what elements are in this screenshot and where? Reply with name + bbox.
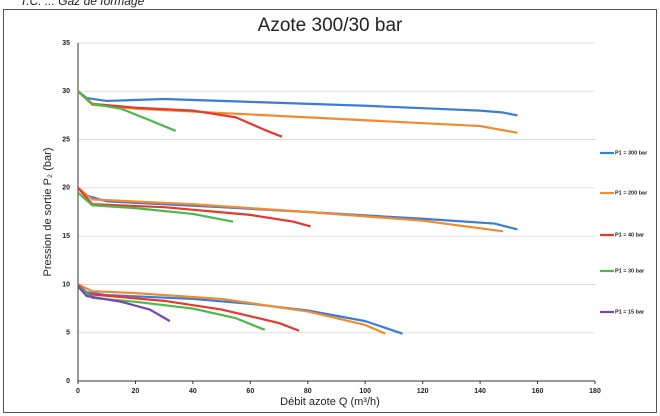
x-tick-label: 20 bbox=[132, 388, 140, 395]
y-tick-label: 5 bbox=[66, 330, 70, 337]
y-axis-label: Pression de sortie P₂ (bar) bbox=[42, 148, 54, 277]
x-tick-label: 120 bbox=[417, 388, 429, 395]
chart-frame bbox=[3, 9, 657, 413]
legend-label: P1 = 200 bar bbox=[615, 190, 648, 196]
y-tick-label: 0 bbox=[66, 378, 70, 385]
legend-label: P1 = 40 bar bbox=[615, 232, 645, 238]
x-tick-label: 140 bbox=[474, 388, 486, 395]
series-line bbox=[77, 285, 171, 323]
x-tick-label: 40 bbox=[189, 388, 197, 395]
legend-label: P1 = 300 bar bbox=[615, 150, 648, 156]
x-tick-label: 0 bbox=[76, 388, 80, 395]
chart-title: Azote 300/30 bar bbox=[258, 15, 403, 36]
y-tick-label: 35 bbox=[62, 40, 70, 47]
series-line bbox=[77, 90, 518, 335]
page-note: T.C. ... Gaz de formage bbox=[20, 0, 145, 8]
legend-label: P1 = 15 bar bbox=[615, 309, 645, 315]
y-tick-label: 30 bbox=[62, 88, 70, 95]
y-tick-label: 15 bbox=[62, 233, 70, 240]
x-tick-label: 100 bbox=[359, 388, 371, 395]
y-tick-label: 20 bbox=[62, 185, 70, 192]
x-tick-label: 160 bbox=[532, 388, 544, 395]
x-tick-label: 180 bbox=[589, 388, 601, 395]
x-tick-label: 80 bbox=[304, 388, 312, 395]
y-tick-label: 10 bbox=[62, 281, 70, 288]
y-tick-label: 25 bbox=[62, 136, 70, 143]
x-tick-label: 60 bbox=[246, 388, 254, 395]
x-axis-label: Débit azote Q (m³/h) bbox=[280, 396, 380, 408]
legend-label: P1 = 30 bar bbox=[615, 268, 645, 274]
